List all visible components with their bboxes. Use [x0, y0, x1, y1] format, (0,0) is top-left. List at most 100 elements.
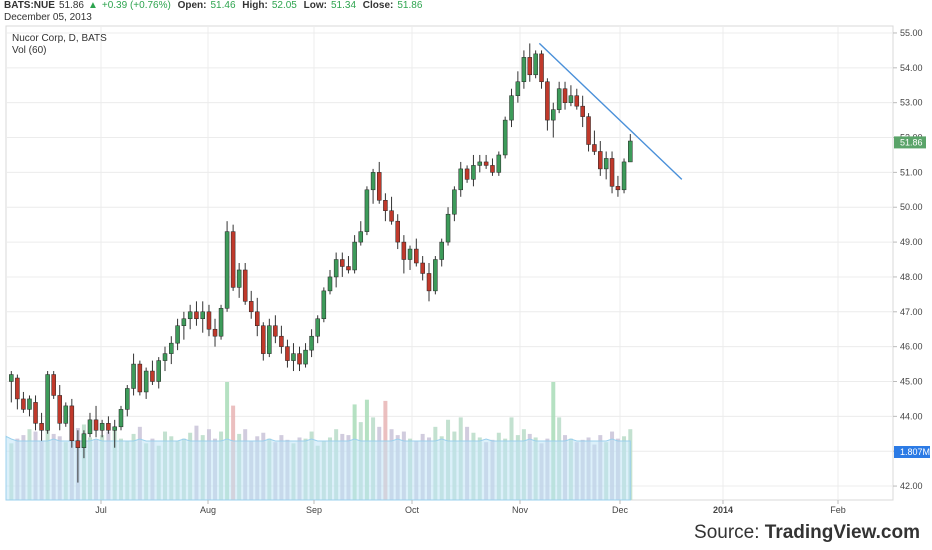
price-axis[interactable]: 42.0043.0044.0045.0046.0047.0048.0049.00… [893, 28, 923, 491]
candle-body [420, 262, 425, 274]
candle-body [175, 325, 180, 344]
candle-body [242, 269, 248, 302]
candle-body [539, 53, 544, 83]
candle-body [137, 363, 143, 393]
price-badge-bg [894, 136, 926, 149]
candle-body [273, 325, 278, 337]
candle-body [236, 269, 242, 288]
candle-body [414, 248, 419, 264]
trend-line[interactable] [538, 42, 683, 180]
y-tick-label: 45.00 [900, 377, 923, 387]
candle-body [279, 335, 284, 347]
legend-title: Nucor Corp, D, BATS [12, 33, 107, 44]
candle-body [162, 353, 168, 361]
candle-body [327, 276, 333, 292]
volume-badge-label: 1.807M [900, 447, 930, 457]
quote-date: December 05, 2013 [4, 12, 92, 23]
candle-body [609, 158, 615, 187]
candle-body [521, 57, 527, 83]
x-tick-label: Oct [405, 505, 420, 515]
candle-body [87, 419, 93, 435]
candle-body [433, 259, 438, 292]
y-tick-label: 55.00 [900, 28, 923, 38]
candle-body [291, 353, 296, 361]
price-badge: 51.86 [894, 136, 926, 149]
candle-body [255, 311, 260, 326]
candle-body [483, 161, 489, 166]
candle-body [568, 95, 574, 103]
y-tick-label: 44.00 [900, 411, 923, 421]
candle-body [21, 398, 26, 410]
candle-body [333, 259, 339, 278]
source-attribution: Source: TradingView.com [694, 522, 920, 544]
high-value: 52.05 [271, 0, 297, 11]
candle-body [580, 105, 585, 117]
candle-body [99, 423, 105, 431]
candle-body [285, 346, 290, 361]
open-label: Open: [177, 0, 207, 11]
candle-body [131, 363, 136, 389]
y-tick-label: 42.00 [900, 481, 923, 491]
candle-body [509, 95, 514, 121]
candle-body [407, 248, 413, 260]
candle-body [15, 377, 20, 400]
candle-body [426, 273, 432, 292]
x-tick-label: 2014 [713, 505, 733, 515]
y-tick-label: 54.00 [900, 63, 923, 73]
candle-body [401, 241, 407, 260]
candle-body [297, 353, 302, 365]
y-tick-label: 53.00 [900, 98, 923, 108]
source-prefix: Source: [694, 522, 765, 543]
candle-body [496, 154, 502, 173]
candle-body [63, 405, 69, 424]
candle-body [346, 266, 351, 271]
x-tick-label: Feb [830, 505, 846, 515]
candle-body [194, 311, 199, 320]
candle-body [51, 374, 56, 396]
candle-body [143, 370, 149, 393]
candles [9, 43, 633, 483]
x-tick-label: Nov [512, 505, 529, 515]
candle-body [81, 433, 87, 448]
candle-body [477, 161, 483, 166]
candle-body [45, 374, 50, 431]
candle-body [9, 374, 14, 382]
candle-body [452, 189, 457, 215]
quote-header: BATS:NUE 51.86 ▲ +0.39 (+0.76%) Open: 51.46 … [4, 0, 426, 24]
candle-body [364, 189, 370, 232]
time-axis[interactable]: Jul Aug Sep Oct Nov Dec 2014 Feb [95, 500, 846, 515]
candle-body [267, 325, 272, 354]
low-value: 51.34 [330, 0, 357, 11]
candle-body [370, 172, 376, 191]
candle-body [112, 426, 117, 431]
candle-body [574, 95, 580, 107]
candle-body [533, 53, 538, 76]
candle-body [309, 335, 314, 351]
candle-body [562, 88, 568, 103]
candle-body [598, 151, 603, 170]
candle-body [621, 161, 627, 191]
candle-body [212, 328, 218, 337]
candle-body [218, 308, 224, 337]
candle-body [556, 88, 562, 110]
low-label: Low: [303, 0, 327, 11]
volume-average-area [5, 435, 631, 501]
candle-body [125, 388, 130, 410]
candle-body [230, 231, 236, 288]
candle-body [586, 116, 591, 145]
x-tick-label: Dec [612, 505, 629, 515]
candle-body [376, 172, 382, 201]
candle-body [27, 398, 32, 410]
candle-body [358, 231, 364, 243]
y-tick-label: 46.00 [900, 342, 923, 352]
candle-body [169, 342, 174, 354]
up-arrow-icon: ▲ [87, 0, 98, 11]
legend-volume: Vol (60) [12, 45, 46, 56]
candle-body [439, 241, 444, 260]
volume-badge: 1.807M [894, 446, 930, 458]
price-change: +0.39 (+0.76%) [101, 0, 171, 11]
candle-body [93, 419, 99, 431]
symbol: BATS:NUE [4, 0, 55, 11]
candle-body [445, 213, 451, 243]
